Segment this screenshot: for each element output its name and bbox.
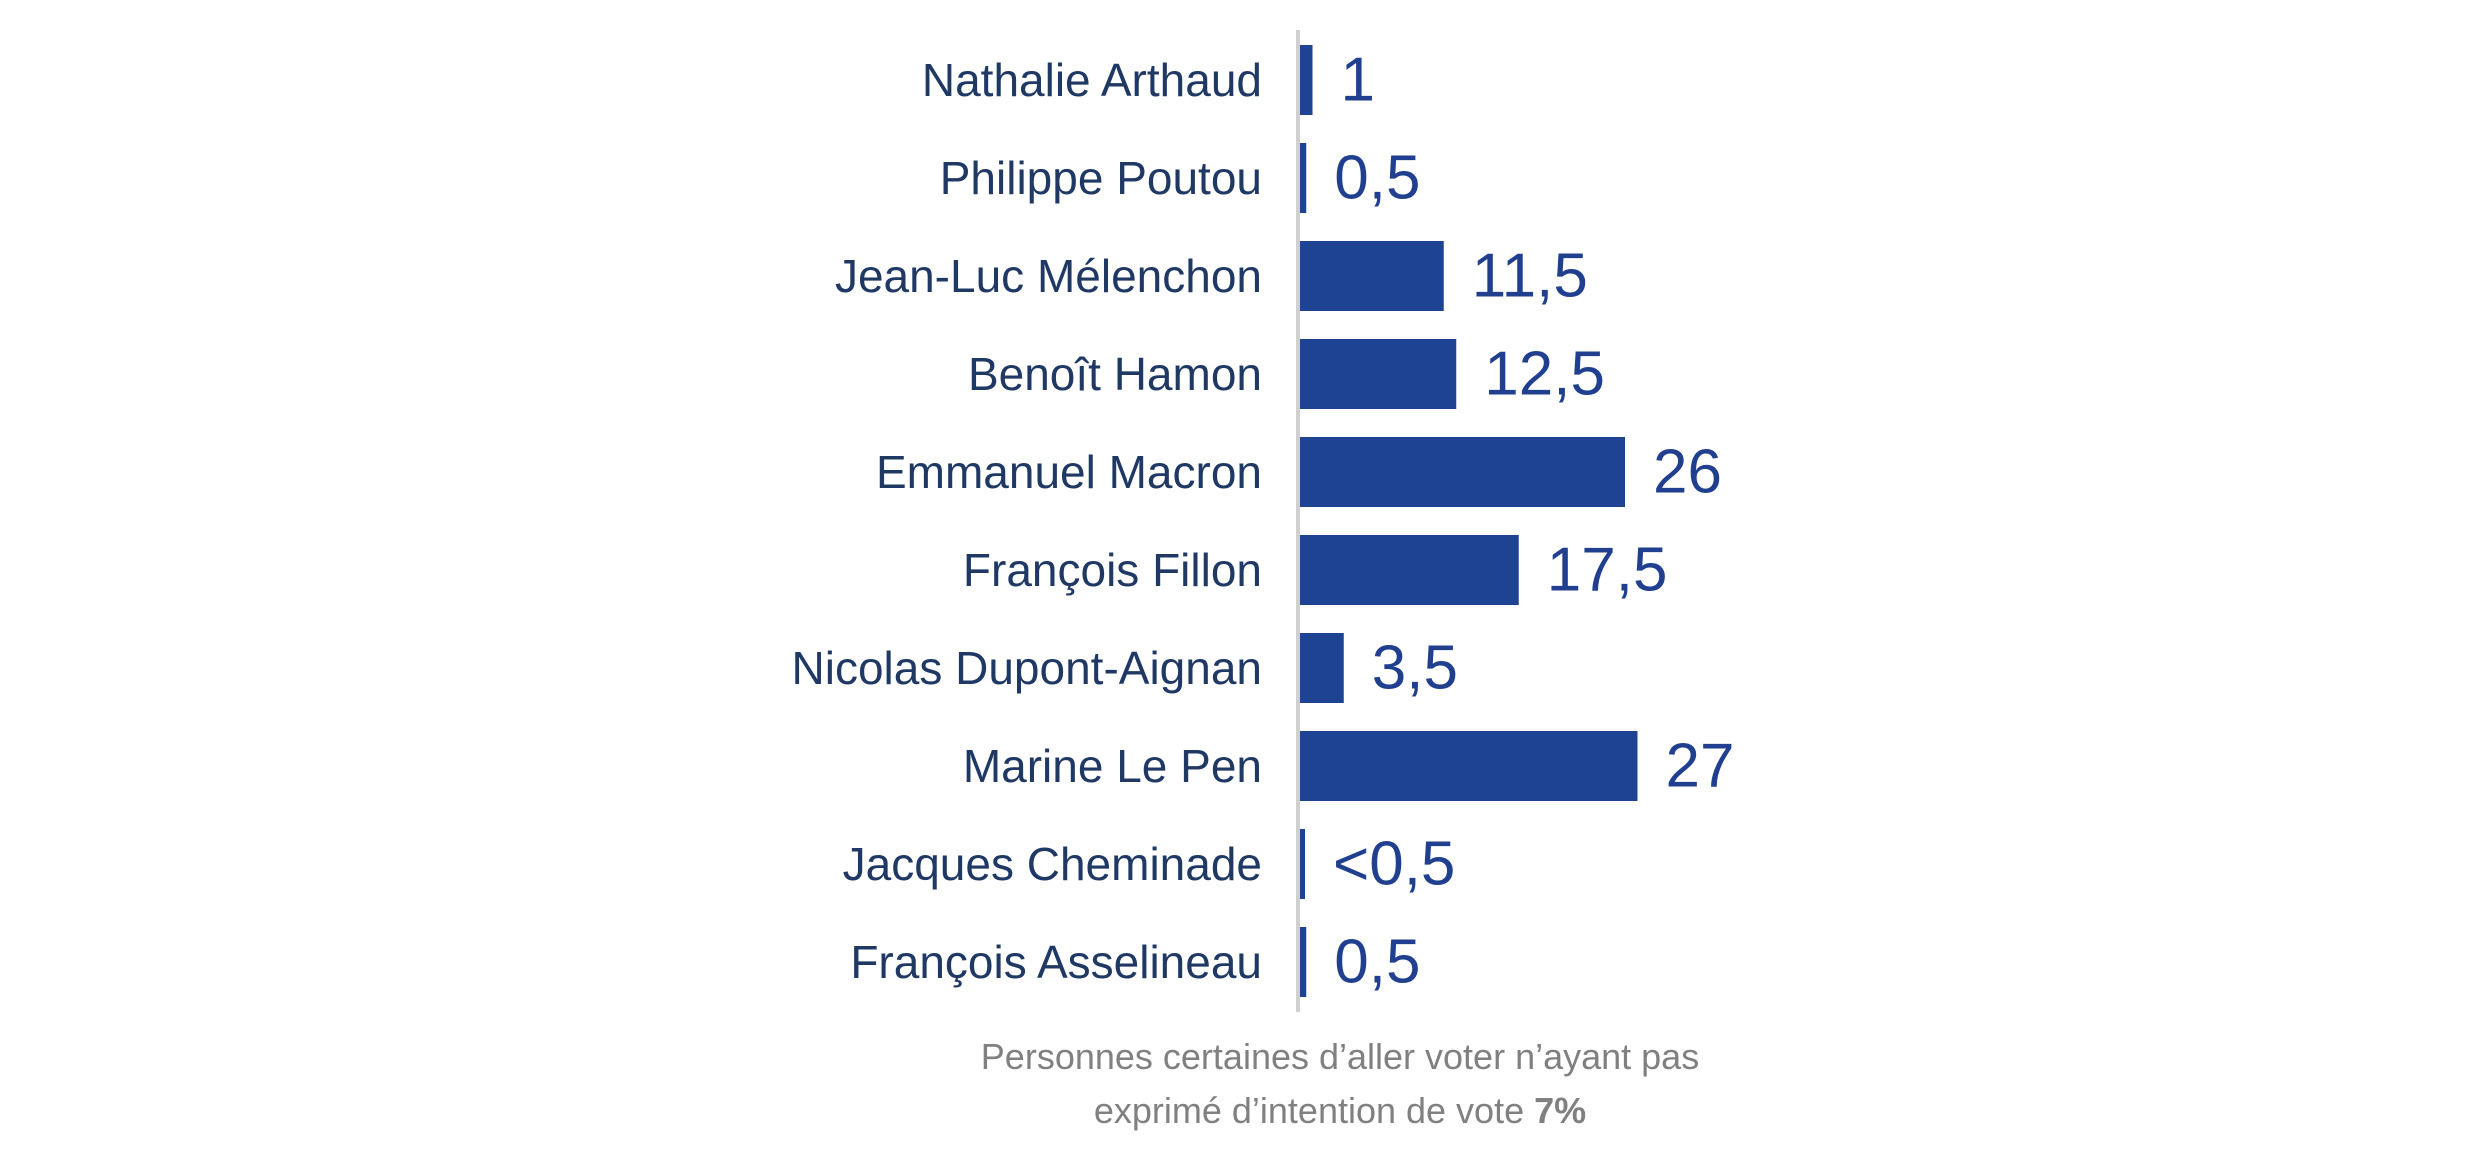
data-label: 11,5 bbox=[1472, 242, 1588, 311]
footnote-line-2-text: exprimé d’intention de vote bbox=[1093, 1090, 1525, 1131]
category-label: Nathalie Arthaud bbox=[922, 54, 1262, 106]
data-label: 3,5 bbox=[1372, 634, 1458, 703]
data-label: 1 bbox=[1341, 46, 1375, 115]
bar bbox=[1300, 45, 1313, 115]
bar bbox=[1300, 437, 1625, 507]
category-labels: Nathalie Arthaud Philippe Poutou Jean-Luc … bbox=[792, 54, 1263, 988]
bar bbox=[1300, 339, 1457, 409]
category-label: Emmanuel Macron bbox=[876, 446, 1262, 498]
value-labels: 1 0,5 11,5 12,5 26 17,5 3,5 27 <0,5 0,5 bbox=[1333, 46, 1734, 997]
data-label: 0,5 bbox=[1334, 928, 1420, 997]
category-label: Marine Le Pen bbox=[963, 740, 1262, 792]
bar bbox=[1300, 143, 1307, 213]
data-label: 17,5 bbox=[1547, 536, 1668, 605]
bar bbox=[1300, 927, 1307, 997]
data-label: 26 bbox=[1653, 438, 1722, 507]
footnote-line-1: Personnes certaines d’aller voter n’ayan… bbox=[980, 1036, 1700, 1077]
data-label: 12,5 bbox=[1484, 340, 1605, 409]
footnote-value: 7% bbox=[1534, 1090, 1587, 1131]
category-label: Nicolas Dupont-Aignan bbox=[792, 642, 1263, 694]
category-label: François Fillon bbox=[963, 544, 1262, 596]
bar bbox=[1300, 829, 1305, 899]
category-label: François Asselineau bbox=[850, 936, 1262, 988]
footnote-line-2: exprimé d’intention de vote 7% bbox=[780, 1084, 1900, 1138]
data-label: 0,5 bbox=[1334, 144, 1420, 213]
bar bbox=[1300, 633, 1344, 703]
category-label: Philippe Poutou bbox=[940, 152, 1262, 204]
bar bbox=[1300, 535, 1519, 605]
data-label: <0,5 bbox=[1333, 830, 1455, 899]
category-label: Jean-Luc Mélenchon bbox=[835, 250, 1262, 302]
bars-layer bbox=[1300, 45, 1638, 997]
bar bbox=[1300, 731, 1638, 801]
bar bbox=[1300, 241, 1444, 311]
category-label: Benoît Hamon bbox=[968, 348, 1262, 400]
category-label: Jacques Cheminade bbox=[843, 838, 1262, 890]
footnote: Personnes certaines d’aller voter n’ayan… bbox=[780, 1030, 1900, 1138]
data-label: 27 bbox=[1666, 732, 1735, 801]
